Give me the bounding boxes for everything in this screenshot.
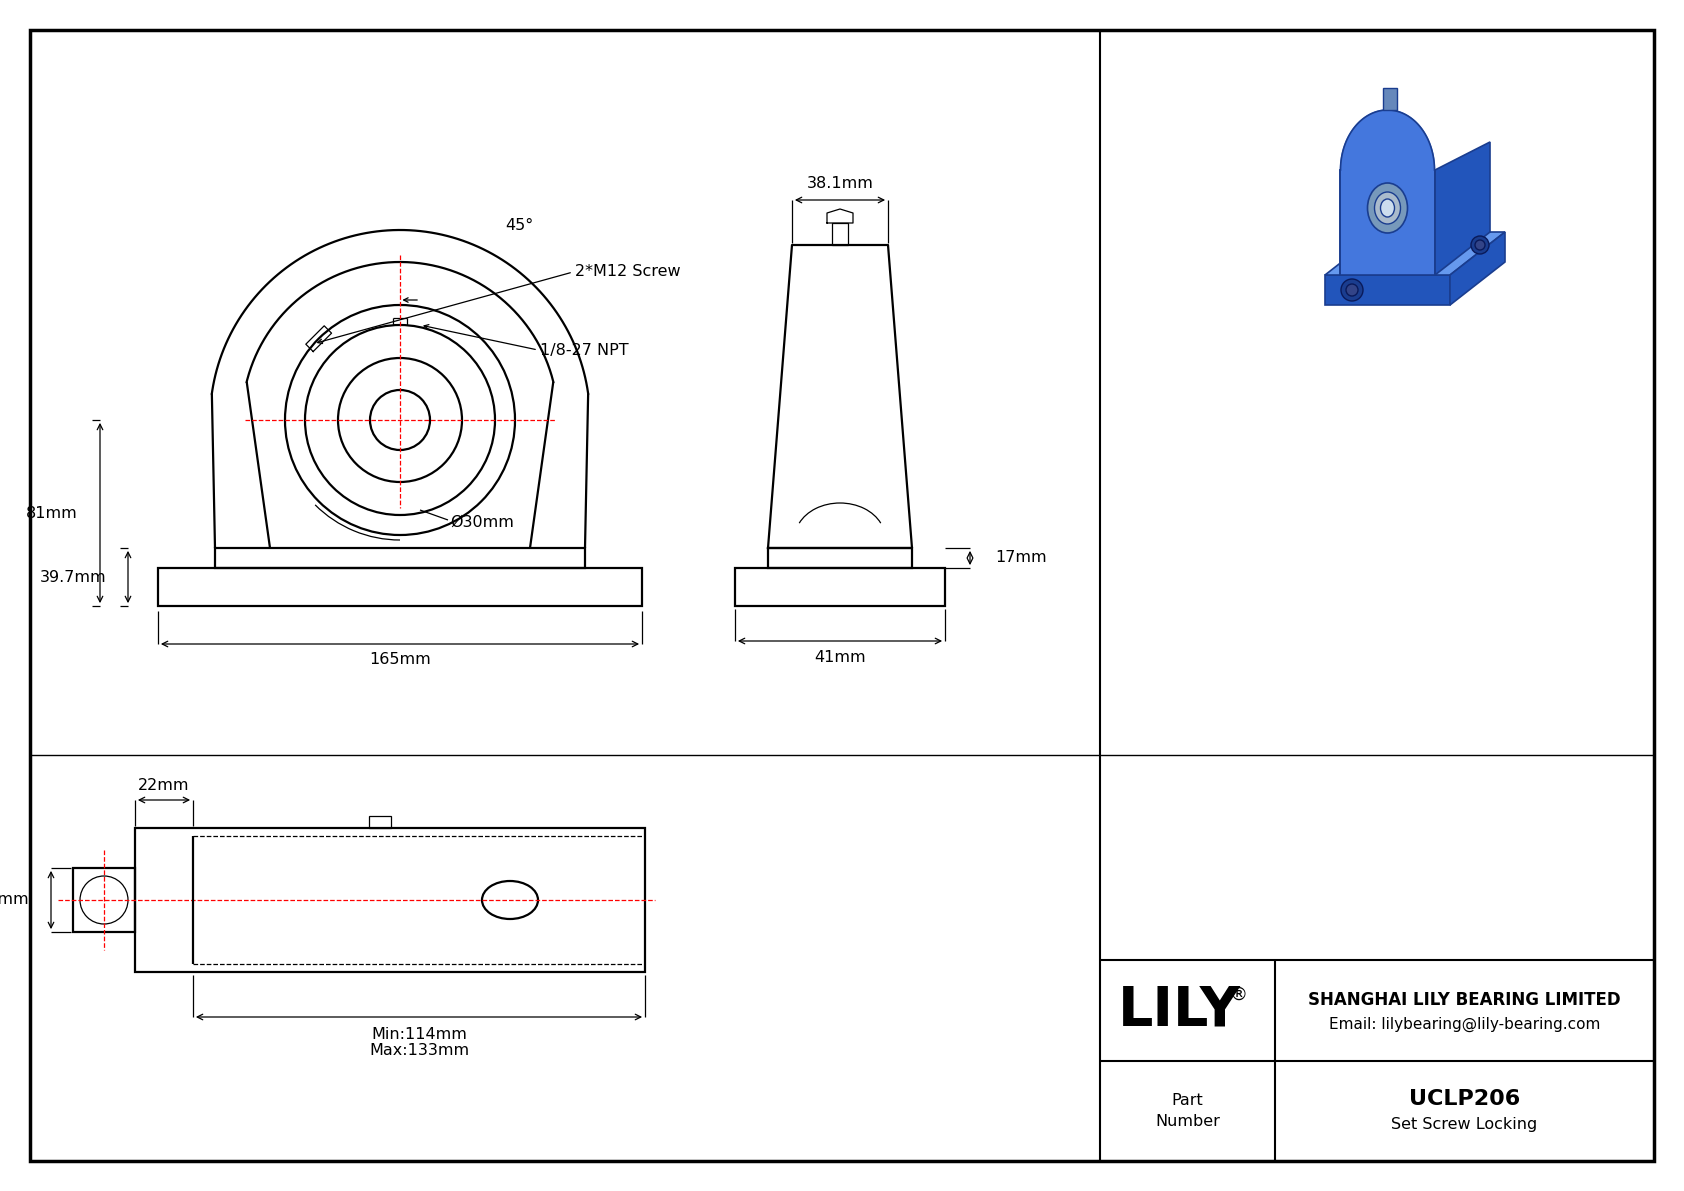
Polygon shape [1325,275,1450,305]
Text: Set Screw Locking: Set Screw Locking [1391,1117,1537,1133]
Circle shape [1472,236,1489,254]
Text: Min:114mm: Min:114mm [370,1027,466,1042]
Text: SHANGHAI LILY BEARING LIMITED: SHANGHAI LILY BEARING LIMITED [1308,991,1620,1009]
Polygon shape [1340,110,1435,170]
Bar [768,548,913,568]
Bar [734,568,945,606]
Text: Part
Number: Part Number [1155,1093,1219,1129]
Bar [1383,88,1396,110]
Ellipse shape [1374,192,1401,224]
Text: 38.1mm: 38.1mm [807,176,874,192]
Polygon shape [1325,232,1505,275]
Text: 39.7mm: 39.7mm [39,569,106,585]
Polygon shape [1435,142,1490,275]
Text: UCLP206: UCLP206 [1410,1089,1521,1109]
Bar [135,828,645,972]
Polygon shape [1450,232,1505,305]
Text: ®: ® [1229,985,1248,1003]
Bar [158,568,642,606]
Text: 15mm: 15mm [0,892,29,908]
Circle shape [1346,283,1357,297]
Text: Max:133mm: Max:133mm [369,1043,470,1058]
Text: Ø30mm: Ø30mm [450,515,514,530]
Text: LILY: LILY [1118,984,1241,1037]
Text: 2*M12 Screw: 2*M12 Screw [574,264,680,280]
Text: 22mm: 22mm [138,779,190,793]
Text: 165mm: 165mm [369,653,431,667]
Circle shape [1475,241,1485,250]
Text: 17mm: 17mm [995,550,1047,566]
Text: 45°: 45° [505,218,534,232]
Text: Email: lilybearing@lily-bearing.com: Email: lilybearing@lily-bearing.com [1329,1017,1600,1031]
Bar [216,548,584,568]
Bar [369,816,391,828]
Ellipse shape [1381,199,1394,217]
Text: 41mm: 41mm [813,649,866,665]
Bar [72,868,135,933]
Text: 81mm: 81mm [27,505,77,520]
Text: 1/8-27 NPT: 1/8-27 NPT [541,343,628,357]
Polygon shape [1340,170,1435,275]
Circle shape [1340,279,1362,301]
Ellipse shape [1367,183,1408,233]
Bar [832,223,849,245]
